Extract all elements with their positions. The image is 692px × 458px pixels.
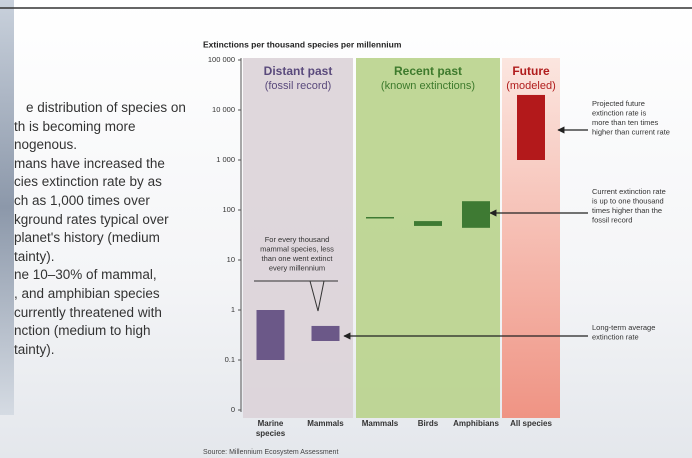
period-title: Distant past [264, 64, 333, 78]
chart-title: Extinctions per thousand species per mil… [203, 39, 402, 49]
x-tick-label: Amphibians [453, 419, 499, 428]
y-tick-label: 1 000 [216, 155, 235, 164]
annotation: higher than current rate [592, 127, 670, 136]
slide-text-line: mans have increased the [14, 155, 165, 171]
slide-text-line: currently threatened with [14, 304, 162, 320]
annotation: than one went extinct [262, 254, 334, 263]
callout-bracket [254, 280, 338, 312]
annotation: is up to one thousand [592, 196, 664, 205]
period-subtitle: (fossil record) [265, 80, 332, 92]
x-tick-label: Mammals [307, 419, 344, 428]
source: Source: Millennium Ecosystem Assessment [203, 449, 338, 456]
slide-text-line: kground rates typical over [14, 211, 169, 227]
annotation: fossil record [592, 215, 632, 224]
annotation: For every thousand [265, 235, 330, 244]
period-subtitle: (known extinctions) [381, 80, 475, 92]
annotation: more than ten times [592, 118, 659, 127]
x-tick-label: Mammals [361, 419, 399, 428]
period-background [356, 58, 500, 418]
x-tick-label: Birds [417, 419, 439, 428]
photo-strip [0, 0, 14, 415]
slide-text-line: th is becoming more [14, 118, 136, 134]
annotation: extinction rate [592, 332, 639, 341]
annotation: every millennium [269, 263, 325, 272]
slide-text-line: e distribution of species on [26, 100, 186, 115]
x-tick-label: All species [510, 419, 552, 428]
slide-text-line: ch as 1,000 times over [14, 192, 150, 208]
range-bar [414, 221, 442, 226]
slide-text-line: nogenous. [14, 137, 78, 153]
slide-text: e distribution of species on th is becomi… [14, 99, 204, 359]
y-tick-label: 100 [222, 205, 235, 214]
y-tick-label: 0 [231, 405, 235, 414]
annotation: times higher than the [592, 206, 662, 215]
period-subtitle: (modeled) [506, 80, 556, 92]
y-tick-label: 1 [231, 305, 235, 314]
range-bar [462, 201, 490, 228]
slide-text-line: tainty). [14, 341, 55, 357]
range-bar [517, 94, 545, 160]
slide-text-line: ne 10–30% of mammal, [14, 267, 157, 283]
slide-text-line: planet's history (medium [14, 230, 160, 246]
annotation: Long-term average [592, 323, 655, 332]
slide-text-line: nction (medium to high [14, 323, 151, 339]
period-title: Future [512, 64, 550, 78]
annotation: Projected future [592, 99, 645, 108]
slide-text-line: tainty). [14, 248, 55, 264]
range-bar [311, 325, 340, 341]
y-tick-label: 0.1 [225, 355, 235, 364]
y-tick-label: 100 000 [208, 55, 235, 64]
y-tick-label: 10 [227, 255, 235, 264]
period-title: Recent past [394, 64, 462, 78]
range-bar [366, 216, 394, 219]
annotation: Current extinction rate [592, 187, 666, 196]
y-tick-label: 10 000 [212, 105, 235, 114]
x-tick-label: Marine species [255, 419, 286, 438]
slide-text-line: cies extinction rate by as [14, 174, 162, 190]
range-bar [256, 310, 285, 360]
slide-text-line: , and amphibian species [14, 285, 160, 301]
annotation: mammal species, less [260, 244, 334, 253]
annotation: extinction rate is [592, 108, 646, 117]
